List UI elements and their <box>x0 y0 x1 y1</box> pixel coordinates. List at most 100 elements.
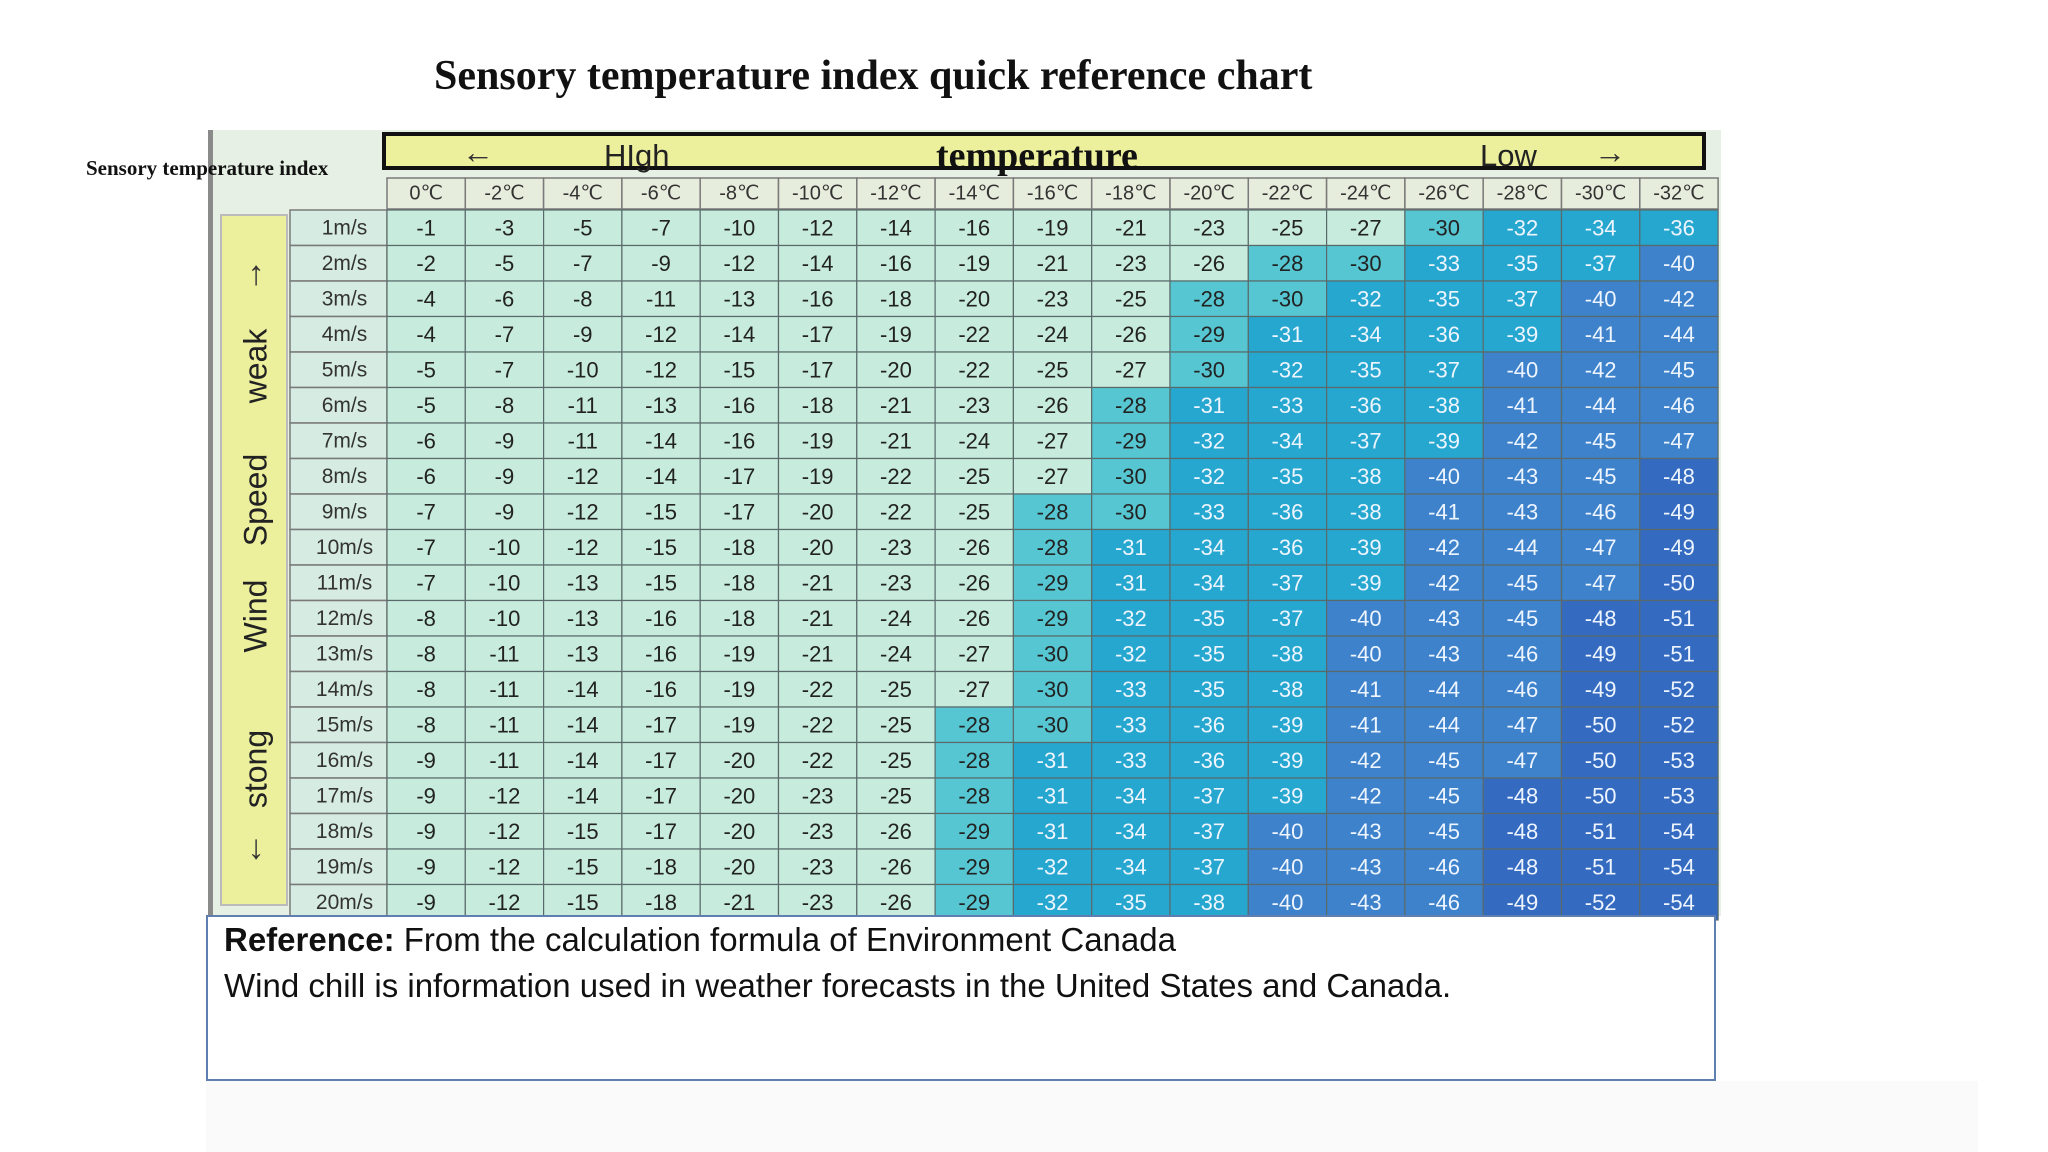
value-label: -16 <box>645 606 677 631</box>
value-label: -28 <box>958 748 990 773</box>
value-label: -34 <box>1272 428 1304 453</box>
value-cell <box>1091 812 1171 850</box>
row-header-label: 4m/s <box>322 323 368 346</box>
value-label: -30 <box>1037 641 1069 666</box>
value-label: -46 <box>1506 641 1538 666</box>
value-label: -32 <box>1193 464 1225 489</box>
value-label: -15 <box>567 854 599 879</box>
value-label: -43 <box>1506 464 1538 489</box>
reference-lead: Reference: <box>224 921 395 958</box>
value-label: -9 <box>651 251 671 276</box>
value-cell <box>777 706 858 744</box>
value-label: -34 <box>1115 819 1147 844</box>
value-cell <box>621 564 701 602</box>
value-label: -12 <box>567 535 599 560</box>
value-label: -17 <box>645 748 677 773</box>
value-label: -26 <box>958 535 990 560</box>
value-cell <box>542 528 623 566</box>
row-header-label: 15m/s <box>316 713 373 736</box>
value-label: -40 <box>1506 357 1538 382</box>
value-label: -19 <box>880 322 912 347</box>
column-header-cell <box>1482 177 1563 210</box>
value-cell <box>1560 457 1641 495</box>
value-label: -41 <box>1428 499 1460 524</box>
value-cell <box>699 741 780 779</box>
row-header-label: 3m/s <box>322 287 368 310</box>
value-label: -31 <box>1037 783 1069 808</box>
column-header-cell <box>1012 177 1093 210</box>
value-label: -30 <box>1428 215 1460 240</box>
value-cell <box>1169 209 1249 247</box>
value-cell <box>777 670 858 708</box>
value-cell <box>1325 457 1406 495</box>
value-label: -23 <box>958 393 990 418</box>
value-label: -32 <box>1037 890 1069 915</box>
value-label: -18 <box>723 606 755 631</box>
value-label: -25 <box>880 677 912 702</box>
row-header-cell <box>289 812 388 850</box>
value-cell <box>1012 848 1093 886</box>
value-label: -42 <box>1585 357 1617 382</box>
value-cell <box>1325 599 1406 637</box>
value-label: -47 <box>1585 570 1617 595</box>
value-label: -25 <box>1115 286 1147 311</box>
value-cell <box>1639 599 1719 637</box>
value-label: -8 <box>416 677 436 702</box>
value-label: -47 <box>1663 428 1695 453</box>
value-label: -36 <box>1193 748 1225 773</box>
value-cell <box>1560 280 1641 318</box>
column-header-label: -18℃ <box>1105 183 1156 205</box>
value-label: -14 <box>567 712 599 737</box>
value-cell <box>1247 422 1328 460</box>
value-cell <box>1247 812 1328 850</box>
value-label: -40 <box>1272 819 1304 844</box>
value-cell <box>542 883 623 921</box>
value-label: -27 <box>1350 215 1382 240</box>
value-cell <box>621 493 701 531</box>
value-label: -11 <box>489 677 519 702</box>
value-cell <box>934 670 1014 708</box>
value-label: -37 <box>1272 570 1304 595</box>
value-label: -46 <box>1506 677 1538 702</box>
column-header-label: -30℃ <box>1575 183 1626 205</box>
value-label: -28 <box>958 712 990 737</box>
value-cell <box>1639 386 1719 424</box>
value-label: -23 <box>1115 251 1147 276</box>
value-cell <box>934 812 1014 850</box>
value-label: -11 <box>568 428 598 453</box>
value-cell <box>1482 883 1563 921</box>
value-cell <box>1247 670 1328 708</box>
value-label: -48 <box>1585 606 1617 631</box>
value-cell <box>934 848 1014 886</box>
value-label: -54 <box>1663 819 1695 844</box>
value-label: -9 <box>495 428 515 453</box>
value-label: -12 <box>567 499 599 524</box>
value-label: -42 <box>1506 428 1538 453</box>
value-label: -5 <box>416 393 436 418</box>
row-header-label: 1m/s <box>322 216 368 239</box>
value-cell <box>934 351 1014 389</box>
value-label: -43 <box>1350 854 1382 879</box>
value-label: -30 <box>1193 357 1225 382</box>
value-label: -16 <box>645 677 677 702</box>
value-label: -6 <box>495 286 515 311</box>
value-cell <box>1169 528 1249 566</box>
value-label: -22 <box>958 322 990 347</box>
value-label: -25 <box>880 783 912 808</box>
value-label: -4 <box>416 286 436 311</box>
value-label: -16 <box>802 286 834 311</box>
value-cell <box>464 812 545 850</box>
value-label: -34 <box>1115 783 1147 808</box>
value-label: -28 <box>958 783 990 808</box>
value-label: -32 <box>1037 854 1069 879</box>
value-label: -15 <box>723 357 755 382</box>
value-label: -47 <box>1506 712 1538 737</box>
row-header-label: 16m/s <box>316 749 373 772</box>
value-label: -8 <box>416 641 436 666</box>
value-label: -32 <box>1115 606 1147 631</box>
value-cell <box>1404 422 1484 460</box>
value-cell <box>1091 564 1171 602</box>
value-label: -50 <box>1585 783 1617 808</box>
value-label: -21 <box>802 641 834 666</box>
value-label: -35 <box>1193 606 1225 631</box>
